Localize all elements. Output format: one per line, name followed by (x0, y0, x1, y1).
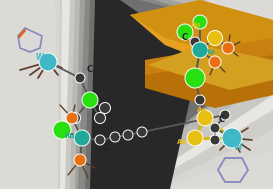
Circle shape (185, 68, 205, 88)
Circle shape (187, 130, 203, 146)
Polygon shape (70, 0, 273, 189)
Polygon shape (18, 28, 26, 39)
Text: Au: Au (177, 139, 187, 145)
Polygon shape (78, 0, 273, 189)
Circle shape (75, 73, 85, 83)
Text: W: W (36, 53, 44, 63)
Circle shape (39, 53, 57, 71)
Circle shape (110, 132, 120, 142)
Polygon shape (130, 0, 273, 75)
Circle shape (210, 123, 220, 133)
Polygon shape (65, 0, 273, 189)
Circle shape (222, 128, 242, 148)
Circle shape (210, 135, 220, 145)
Circle shape (195, 95, 205, 105)
Circle shape (82, 92, 98, 108)
Polygon shape (145, 55, 273, 108)
Circle shape (177, 24, 193, 40)
Polygon shape (60, 0, 273, 189)
Circle shape (74, 130, 90, 146)
Circle shape (207, 30, 222, 46)
Text: Au: Au (191, 22, 201, 28)
Circle shape (53, 121, 71, 139)
Circle shape (222, 42, 234, 54)
Circle shape (94, 112, 105, 123)
Polygon shape (85, 0, 273, 189)
Polygon shape (90, 0, 200, 189)
Circle shape (70, 112, 81, 123)
Polygon shape (145, 38, 273, 105)
Circle shape (95, 135, 105, 145)
Text: C: C (103, 143, 109, 152)
Circle shape (123, 130, 133, 140)
Circle shape (99, 102, 111, 114)
Circle shape (137, 127, 147, 137)
Text: Ru: Ru (205, 49, 215, 55)
Circle shape (220, 110, 230, 120)
Polygon shape (58, 0, 273, 189)
Circle shape (193, 15, 207, 29)
Text: Au: Au (197, 107, 207, 113)
Text: W: W (234, 143, 242, 153)
Circle shape (197, 110, 213, 126)
Polygon shape (55, 0, 273, 189)
Text: Ru: Ru (65, 133, 75, 139)
Circle shape (74, 154, 86, 166)
Circle shape (192, 42, 208, 58)
Text: C: C (219, 115, 225, 125)
Polygon shape (75, 0, 273, 189)
Circle shape (190, 37, 200, 47)
Polygon shape (130, 0, 273, 60)
Text: C: C (87, 66, 93, 74)
Text: C: C (182, 33, 188, 43)
Circle shape (66, 112, 78, 124)
Polygon shape (148, 45, 273, 90)
Circle shape (209, 56, 221, 68)
